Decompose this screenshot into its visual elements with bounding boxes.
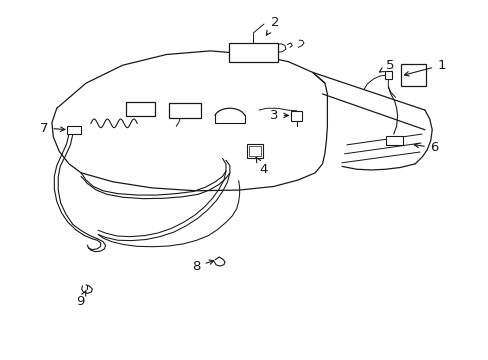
Text: 4: 4	[256, 157, 267, 176]
Bar	[246, 144, 262, 158]
Bar	[400, 64, 425, 86]
Text: 3: 3	[269, 109, 287, 122]
Text: 7: 7	[40, 122, 65, 135]
Text: 6: 6	[413, 141, 437, 154]
Bar	[126, 102, 155, 116]
Bar	[248, 145, 260, 156]
Bar	[228, 42, 277, 62]
Text: 1: 1	[404, 59, 445, 76]
Bar	[291, 111, 302, 121]
Text: 8: 8	[192, 260, 213, 273]
Text: 5: 5	[379, 59, 394, 72]
Text: 2: 2	[266, 16, 279, 35]
Bar	[168, 103, 200, 118]
Bar	[66, 126, 81, 134]
Bar	[385, 135, 403, 145]
Text: 9: 9	[76, 290, 86, 309]
Bar	[384, 71, 391, 79]
